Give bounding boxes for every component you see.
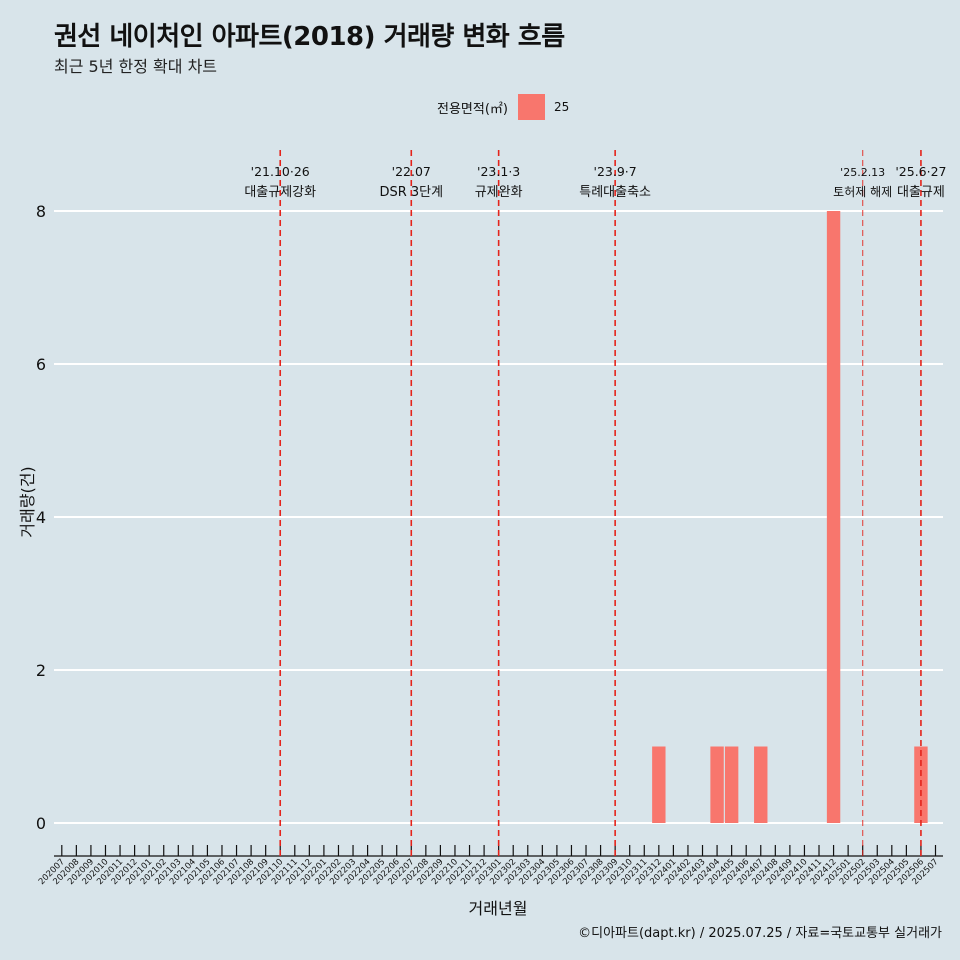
y-tick-label: 2 bbox=[36, 661, 46, 680]
bar-202404 bbox=[710, 746, 724, 823]
legend-title: 전용면적(㎡) bbox=[437, 102, 508, 117]
event-date-202110: '21.10·26 bbox=[251, 164, 310, 179]
event-date-202207: '22.07 bbox=[392, 164, 431, 179]
bar-202407 bbox=[754, 746, 768, 823]
event-label-202110: 대출규제강화 bbox=[244, 185, 316, 200]
y-tick-label: 4 bbox=[36, 508, 46, 527]
chart-subtitle: 최근 5년 한정 확대 차트 bbox=[54, 57, 218, 76]
bar-202312 bbox=[652, 746, 666, 823]
bar-202405 bbox=[724, 746, 739, 823]
legend-key-25 bbox=[518, 94, 545, 120]
chart-title: 권선 네이처인 아파트(2018) 거래량 변화 흐름 bbox=[54, 22, 565, 52]
event-label-202506: 대출규제 bbox=[897, 185, 945, 200]
legend: 전용면적(㎡) 25 bbox=[0, 94, 960, 120]
event-date-202502: '25.2.13 bbox=[840, 166, 885, 179]
event-date-202301: '23.1·3 bbox=[477, 164, 520, 179]
legend-label-25: 25 bbox=[554, 100, 570, 114]
event-date-202309: '23.9·7 bbox=[594, 164, 637, 179]
y-axis-title: 거래량(건) bbox=[18, 466, 37, 537]
y-tick-label: 8 bbox=[36, 202, 46, 221]
event-label-202207: DSR 3단계 bbox=[379, 185, 443, 200]
x-axis-title: 거래년월 bbox=[469, 899, 528, 918]
event-label-202502: 토허제 해제 bbox=[833, 185, 892, 199]
y-tick-label: 0 bbox=[36, 814, 46, 833]
bar-202412 bbox=[826, 211, 841, 823]
event-label-202301: 규제완화 bbox=[475, 185, 523, 200]
event-date-202506: '25.6·27 bbox=[895, 164, 946, 179]
source-caption: ©디아파트(dapt.kr) / 2025.07.25 / 자료=국토교통부 실… bbox=[578, 926, 942, 941]
event-label-202309: 특례대출축소 bbox=[579, 185, 651, 200]
y-tick-label: 6 bbox=[36, 355, 46, 374]
